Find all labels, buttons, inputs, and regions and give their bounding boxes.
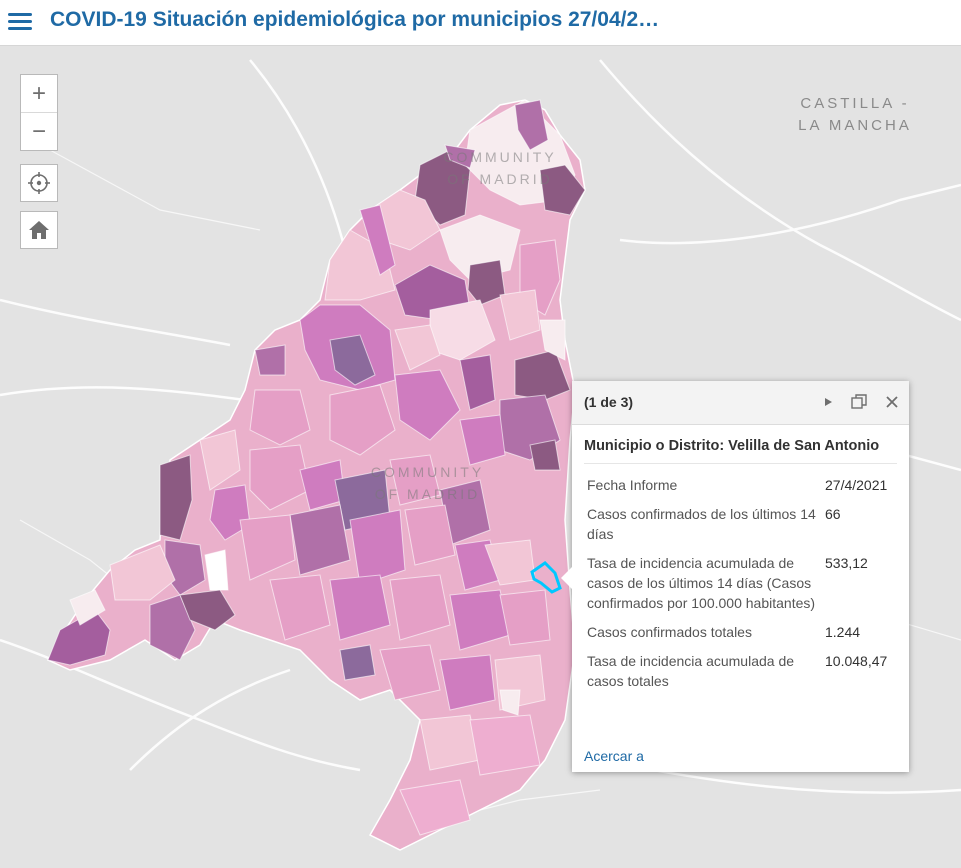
attribute-label: Fecha Informe [587,477,678,493]
dock-icon[interactable] [850,393,868,411]
close-icon[interactable] [883,393,901,411]
table-row: Casos confirmados totales 1.244 [584,620,897,649]
popup-header: (1 de 3) [572,381,909,425]
selected-municipality-outline [530,561,562,594]
attribute-value: 66 [825,506,841,522]
attribute-label: Casos confirmados de los últimos 14 días [587,506,816,542]
popup-divider [584,463,897,464]
popup-counter: (1 de 3) [584,394,634,410]
zoom-to-link[interactable]: Acercar a [584,748,644,764]
attribute-label: Tasa de incidencia acumulada de casos de… [587,555,816,611]
feature-popup: (1 de 3) Municipio o Distrito: Velilla d… [572,381,909,772]
attribute-value: 1.244 [825,624,861,640]
locate-icon [28,172,50,194]
popup-title: Municipio o Distrito: Velilla de San Ant… [584,438,880,454]
page-title: COVID-19 Situación epidemiológica por mu… [50,8,660,31]
home-icon [29,221,49,239]
menu-icon[interactable] [8,10,34,34]
home-button[interactable] [20,211,58,249]
table-row: Casos confirmados de los últimos 14 días… [584,502,897,551]
next-icon[interactable] [819,393,837,411]
zoom-in-button[interactable]: + [31,79,46,107]
attribute-value: 533,12 [825,555,868,571]
attribute-label: Tasa de incidencia acumulada de casos to… [587,653,795,689]
attribute-table: Fecha Informe 27/4/2021 Casos confirmado… [584,473,897,698]
attribute-value: 10.048,47 [825,653,888,669]
locate-button[interactable] [20,164,58,202]
table-row: Tasa de incidencia acumulada de casos de… [584,551,897,620]
zoom-out-button[interactable]: − [21,112,57,150]
map-label-madrid-north: COMMUNITY OF MADRID [443,149,557,187]
attribute-value: 27/4/2021 [825,477,888,493]
table-row: Tasa de incidencia acumulada de casos to… [584,649,897,698]
app-header: COVID-19 Situación epidemiológica por mu… [0,0,961,46]
popup-pointer [561,566,573,590]
attribute-label: Casos confirmados totales [587,624,752,640]
zoom-controls: + − [20,74,58,151]
table-row: Fecha Informe 27/4/2021 [584,473,897,502]
map-label-castilla: CASTILLA - LA MANCHA [798,95,912,134]
map-label-madrid-center: COMMUNITY OF MADRID [370,464,485,502]
